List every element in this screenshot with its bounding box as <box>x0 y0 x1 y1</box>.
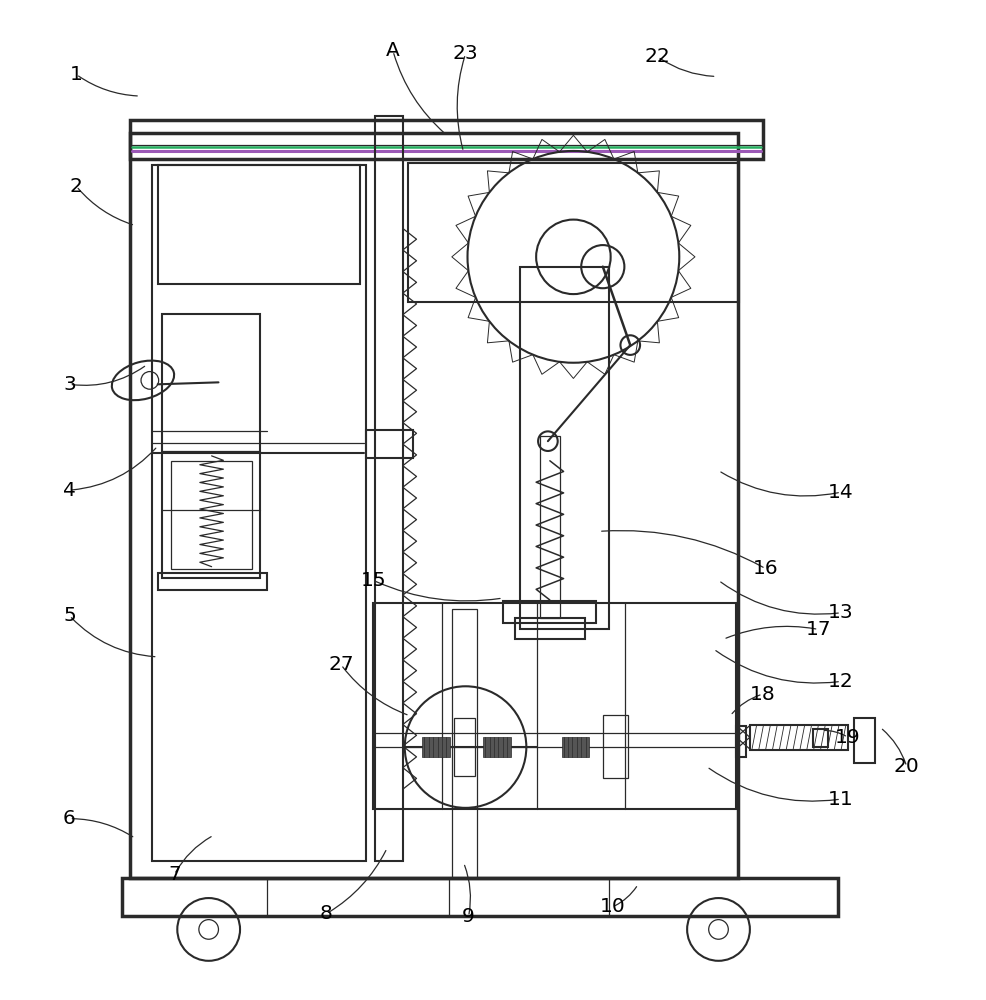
Text: 1: 1 <box>70 65 83 84</box>
Bar <box>152 165 366 861</box>
Bar <box>521 267 608 629</box>
Text: 10: 10 <box>599 897 625 916</box>
Text: 17: 17 <box>806 620 831 639</box>
Bar <box>454 718 475 776</box>
Bar <box>483 737 511 757</box>
Text: 14: 14 <box>828 483 854 502</box>
Text: 7: 7 <box>168 865 180 884</box>
Bar <box>407 163 740 302</box>
Bar <box>854 718 876 763</box>
Bar <box>158 573 267 590</box>
Text: 15: 15 <box>361 571 387 590</box>
Bar <box>162 314 259 578</box>
Text: 12: 12 <box>828 672 854 691</box>
Bar <box>812 729 828 747</box>
Text: 20: 20 <box>894 757 920 776</box>
Bar <box>452 609 477 878</box>
Text: 5: 5 <box>63 606 76 625</box>
Bar <box>130 120 762 159</box>
Text: 4: 4 <box>63 481 76 500</box>
Text: 22: 22 <box>645 47 670 66</box>
Bar <box>374 603 737 809</box>
Text: 9: 9 <box>462 907 475 926</box>
Text: 2: 2 <box>70 177 83 196</box>
Bar <box>602 715 628 778</box>
Bar <box>130 133 739 878</box>
Text: 11: 11 <box>828 790 854 809</box>
Bar <box>366 430 412 458</box>
Text: 27: 27 <box>328 655 354 674</box>
Text: 16: 16 <box>752 559 778 578</box>
Text: 18: 18 <box>749 685 776 704</box>
Text: 19: 19 <box>835 728 861 747</box>
Text: A: A <box>387 41 400 60</box>
Bar <box>750 725 848 750</box>
Bar <box>172 461 251 569</box>
Bar <box>515 618 585 639</box>
Bar <box>422 737 450 757</box>
Text: 8: 8 <box>319 904 332 923</box>
Bar <box>737 726 746 757</box>
Bar <box>158 165 360 284</box>
Bar <box>376 116 403 861</box>
Text: 23: 23 <box>453 44 478 63</box>
Text: 3: 3 <box>63 375 76 394</box>
Bar <box>503 601 596 623</box>
Text: 13: 13 <box>828 603 854 622</box>
Bar <box>562 737 589 757</box>
Text: 6: 6 <box>63 809 76 828</box>
Bar <box>540 436 560 618</box>
Bar <box>122 878 838 916</box>
